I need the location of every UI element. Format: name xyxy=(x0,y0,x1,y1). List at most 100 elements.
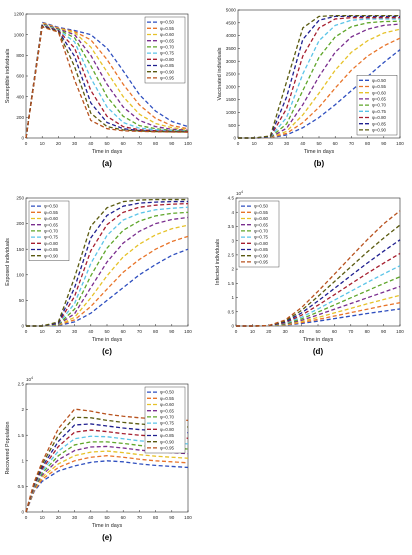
y-tick-label: 5000 xyxy=(226,8,237,13)
panel-label: (c) xyxy=(102,347,112,356)
x-tick-label: 80 xyxy=(153,141,159,146)
x-tick-label: 60 xyxy=(121,329,127,334)
series-line xyxy=(25,429,189,513)
x-tick-label: 80 xyxy=(153,515,159,520)
x-tick-label: 100 xyxy=(184,329,192,334)
y-tick-label: 2.5 xyxy=(18,382,25,387)
legend-label: φ=0.50 xyxy=(160,390,175,395)
x-tick-label: 50 xyxy=(316,141,322,146)
x-tick-label: 10 xyxy=(40,515,46,520)
legend-label: φ=0.70 xyxy=(160,415,175,420)
legend-label: φ=0.80 xyxy=(372,115,387,120)
legend-label: φ=0.75 xyxy=(254,235,269,240)
legend-box xyxy=(28,200,70,261)
legend-box xyxy=(144,16,186,84)
series-line xyxy=(25,21,189,139)
series-line xyxy=(25,455,189,513)
y-tick-label: 1200 xyxy=(14,12,25,17)
x-tick-label: 20 xyxy=(268,141,274,146)
legend-label: φ=0.80 xyxy=(254,241,269,246)
y-axis-label: Exposed individuals xyxy=(5,238,11,286)
legend-box xyxy=(356,74,398,136)
y-tick-label: 0 xyxy=(233,136,236,141)
x-tick-label: 30 xyxy=(284,141,290,146)
x-tick-label: 70 xyxy=(348,329,354,334)
legend-label: φ=0.65 xyxy=(160,38,175,43)
x-tick-label: 90 xyxy=(169,329,175,334)
legend-label: φ=0.85 xyxy=(372,121,387,126)
x-tick-label: 0 xyxy=(237,141,240,146)
legend-box xyxy=(238,200,280,268)
x-tick-label: 40 xyxy=(88,329,94,334)
legend-label: φ=0.65 xyxy=(372,97,387,102)
legend-label: φ=0.60 xyxy=(160,402,175,407)
x-tick-label: 40 xyxy=(300,141,306,146)
y-tick-label: 4.5 xyxy=(228,196,235,201)
y-tick-label: 0 xyxy=(231,324,234,329)
legend-label: φ=0.70 xyxy=(160,45,175,50)
x-tick-label: 60 xyxy=(332,329,338,334)
legend-box xyxy=(144,386,186,454)
x-tick-label: 60 xyxy=(121,515,127,520)
y-tick-label: 1 xyxy=(21,458,24,463)
series-line xyxy=(25,450,189,513)
y-tick-label: 0 xyxy=(21,324,24,329)
legend-label: φ=0.95 xyxy=(160,446,175,451)
x-tick-label: 90 xyxy=(381,329,387,334)
legend-label: φ=0.90 xyxy=(44,253,59,258)
x-tick-label: 70 xyxy=(349,141,355,146)
legend-label: φ=0.55 xyxy=(160,396,175,401)
x-tick-label: 0 xyxy=(25,329,28,334)
y-tick-label: 0.5 xyxy=(18,484,25,489)
y-tick-label: 2 xyxy=(21,407,24,412)
legend-label: φ=0.90 xyxy=(160,69,175,74)
legend-label: φ=0.60 xyxy=(372,90,387,95)
y-tick-label: 0 xyxy=(21,136,24,141)
x-tick-label: 40 xyxy=(88,515,94,520)
y-tick-label: 100 xyxy=(16,272,24,277)
y-tick-label: 4000 xyxy=(226,33,237,38)
legend-label: φ=0.60 xyxy=(44,216,59,221)
legend-label: φ=0.65 xyxy=(254,222,269,227)
y-tick-label: 400 xyxy=(16,94,24,99)
x-tick-label: 20 xyxy=(56,515,62,520)
x-tick-label: 100 xyxy=(396,329,404,334)
x-axis-label: Time in days xyxy=(92,337,123,343)
x-tick-label: 50 xyxy=(104,141,110,146)
y-tick-label: 150 xyxy=(16,247,24,252)
y-tick-label: 2000 xyxy=(226,84,237,89)
y-tick-label: 2 xyxy=(231,267,234,272)
axis-exponent: 104 xyxy=(236,190,243,196)
legend-label: φ=0.50 xyxy=(372,78,387,83)
legend-label: φ=0.75 xyxy=(160,51,175,56)
y-tick-label: 200 xyxy=(16,221,24,226)
x-tick-label: 30 xyxy=(72,141,78,146)
series-line xyxy=(25,22,189,139)
x-tick-label: 50 xyxy=(315,329,321,334)
y-tick-label: 0.5 xyxy=(228,309,235,314)
x-tick-label: 30 xyxy=(72,515,78,520)
x-tick-label: 80 xyxy=(365,329,371,334)
x-tick-label: 20 xyxy=(266,329,272,334)
legend-label: φ=0.70 xyxy=(254,229,269,234)
y-axis-label: Recovered Population xyxy=(5,421,11,474)
legend-label: φ=0.50 xyxy=(254,204,269,209)
y-tick-label: 1500 xyxy=(226,97,237,102)
axis-exponent: 104 xyxy=(26,376,33,382)
y-tick-label: 200 xyxy=(16,115,24,120)
legend-label: φ=0.50 xyxy=(44,204,59,209)
x-tick-label: 70 xyxy=(137,329,143,334)
y-tick-label: 2500 xyxy=(226,72,237,77)
y-tick-label: 250 xyxy=(16,196,24,201)
y-tick-label: 3500 xyxy=(226,46,237,51)
x-axis-label: Time in days xyxy=(92,149,123,155)
legend-label: φ=0.90 xyxy=(160,439,175,444)
legend-label: φ=0.80 xyxy=(160,57,175,62)
legend-label: φ=0.80 xyxy=(44,241,59,246)
legend-label: φ=0.85 xyxy=(254,247,269,252)
legend-label: φ=0.50 xyxy=(160,20,175,25)
y-tick-label: 2.5 xyxy=(228,252,235,257)
y-tick-label: 3.5 xyxy=(228,224,235,229)
x-tick-label: 40 xyxy=(299,329,305,334)
